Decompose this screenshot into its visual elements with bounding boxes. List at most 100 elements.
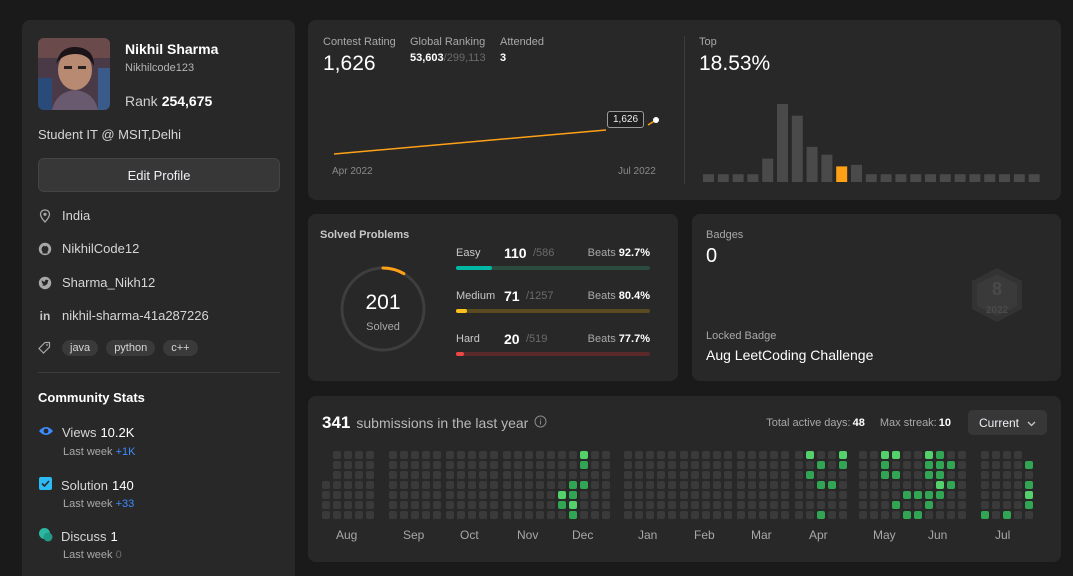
heatmap-cell[interactable] [366, 501, 374, 509]
heatmap-cell[interactable] [547, 471, 555, 479]
heatmap-cell[interactable] [668, 501, 676, 509]
heatmap-cell[interactable] [580, 481, 588, 489]
heatmap-cell[interactable] [713, 511, 721, 519]
heatmap-cell[interactable] [668, 481, 676, 489]
heatmap-cell[interactable] [490, 451, 498, 459]
heatmap-cell[interactable] [1003, 451, 1011, 459]
heatmap-cell[interactable] [333, 511, 341, 519]
heatmap-cell[interactable] [724, 451, 732, 459]
heatmap-cell[interactable] [770, 461, 778, 469]
heatmap-cell[interactable] [770, 451, 778, 459]
heatmap-cell[interactable] [914, 481, 922, 489]
heatmap-cell[interactable] [737, 491, 745, 499]
heatmap-cell[interactable] [355, 491, 363, 499]
heatmap-cell[interactable] [591, 501, 599, 509]
heatmap-cell[interactable] [737, 481, 745, 489]
heatmap-cell[interactable] [457, 451, 465, 459]
heatmap-cell[interactable] [558, 501, 566, 509]
heatmap-cell[interactable] [355, 461, 363, 469]
heatmap-cell[interactable] [947, 481, 955, 489]
heatmap-cell[interactable] [870, 471, 878, 479]
heatmap-cell[interactable] [770, 501, 778, 509]
heatmap-cell[interactable] [468, 491, 476, 499]
heatmap-cell[interactable] [624, 481, 632, 489]
heatmap-cell[interactable] [992, 461, 1000, 469]
heatmap-cell[interactable] [411, 511, 419, 519]
heatmap-cell[interactable] [870, 451, 878, 459]
heatmap-cell[interactable] [958, 501, 966, 509]
heatmap-cell[interactable] [781, 501, 789, 509]
locked-badge-name[interactable]: Aug LeetCoding Challenge [706, 347, 873, 363]
heatmap-cell[interactable] [748, 451, 756, 459]
heatmap-cell[interactable] [936, 481, 944, 489]
linkedin-row[interactable]: in nikhil-sharma-41a287226 [38, 308, 209, 323]
heatmap-cell[interactable] [457, 491, 465, 499]
heatmap-cell[interactable] [1003, 471, 1011, 479]
skill-tag[interactable]: java [62, 340, 98, 356]
heatmap-cell[interactable] [781, 451, 789, 459]
heatmap-cell[interactable] [490, 481, 498, 489]
heatmap-cell[interactable] [525, 461, 533, 469]
heatmap-cell[interactable] [400, 481, 408, 489]
heatmap-cell[interactable] [881, 471, 889, 479]
heatmap-cell[interactable] [547, 451, 555, 459]
heatmap-cell[interactable] [1014, 501, 1022, 509]
heatmap-cell[interactable] [668, 491, 676, 499]
heatmap-cell[interactable] [400, 451, 408, 459]
heatmap-cell[interactable] [389, 481, 397, 489]
heatmap-cell[interactable] [691, 451, 699, 459]
info-icon[interactable] [534, 415, 547, 431]
heatmap-cell[interactable] [503, 451, 511, 459]
heatmap-cell[interactable] [914, 461, 922, 469]
heatmap-cell[interactable] [624, 491, 632, 499]
heatmap-cell[interactable] [490, 461, 498, 469]
heatmap-cell[interactable] [795, 471, 803, 479]
heatmap-cell[interactable] [1025, 491, 1033, 499]
heatmap-cell[interactable] [1025, 511, 1033, 519]
heatmap-cell[interactable] [936, 471, 944, 479]
heatmap-cell[interactable] [806, 491, 814, 499]
heatmap-cell[interactable] [322, 491, 330, 499]
heatmap-cell[interactable] [525, 481, 533, 489]
heatmap-cell[interactable] [795, 501, 803, 509]
heatmap-cell[interactable] [591, 461, 599, 469]
heatmap-cell[interactable] [691, 461, 699, 469]
heatmap-cell[interactable] [936, 451, 944, 459]
heatmap-cell[interactable] [702, 511, 710, 519]
heatmap-cell[interactable] [389, 491, 397, 499]
heatmap-cell[interactable] [881, 501, 889, 509]
heatmap-cell[interactable] [422, 471, 430, 479]
heatmap-cell[interactable] [828, 461, 836, 469]
heatmap-cell[interactable] [400, 511, 408, 519]
heatmap-cell[interactable] [680, 481, 688, 489]
heatmap-cell[interactable] [389, 501, 397, 509]
heatmap-cell[interactable] [525, 511, 533, 519]
heatmap-cell[interactable] [322, 501, 330, 509]
heatmap-cell[interactable] [859, 491, 867, 499]
heatmap-cell[interactable] [914, 501, 922, 509]
heatmap-cell[interactable] [344, 501, 352, 509]
heatmap-cell[interactable] [724, 481, 732, 489]
heatmap-cell[interactable] [806, 481, 814, 489]
heatmap-cell[interactable] [748, 491, 756, 499]
heatmap-cell[interactable] [457, 461, 465, 469]
heatmap-cell[interactable] [828, 491, 836, 499]
heatmap-cell[interactable] [558, 481, 566, 489]
heatmap-cell[interactable] [514, 451, 522, 459]
heatmap-cell[interactable] [536, 481, 544, 489]
heatmap-cell[interactable] [355, 501, 363, 509]
heatmap-cell[interactable] [457, 481, 465, 489]
heatmap-cell[interactable] [817, 451, 825, 459]
heatmap-cell[interactable] [981, 491, 989, 499]
heatmap-cell[interactable] [795, 461, 803, 469]
heatmap-cell[interactable] [646, 481, 654, 489]
heatmap-cell[interactable] [479, 461, 487, 469]
heatmap-cell[interactable] [446, 471, 454, 479]
heatmap-cell[interactable] [514, 501, 522, 509]
heatmap-cell[interactable] [947, 501, 955, 509]
heatmap-cell[interactable] [992, 471, 1000, 479]
heatmap-cell[interactable] [1003, 511, 1011, 519]
heatmap-cell[interactable] [635, 481, 643, 489]
heatmap-cell[interactable] [702, 501, 710, 509]
heatmap-cell[interactable] [668, 511, 676, 519]
